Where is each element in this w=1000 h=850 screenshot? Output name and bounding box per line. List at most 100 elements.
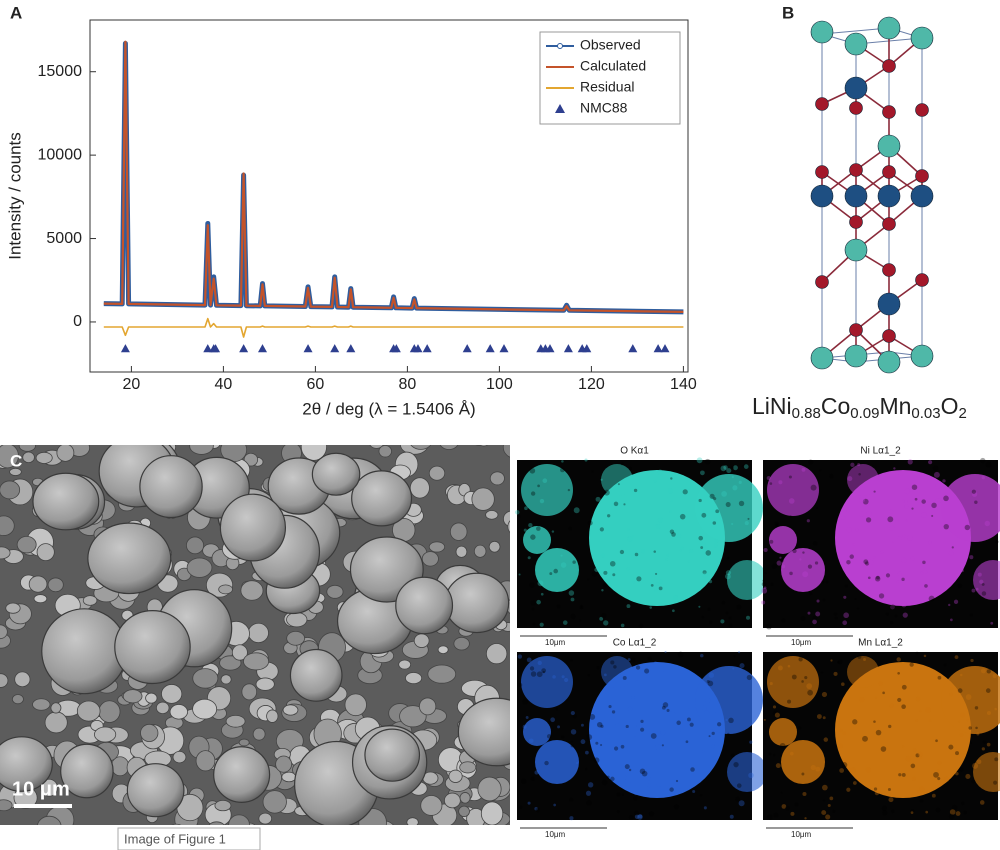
map-noise [893,467,896,470]
map-noise [560,554,563,557]
map-noise [693,764,696,767]
y-tick-label: 0 [73,313,82,330]
atom [815,97,829,111]
map-noise [723,465,728,470]
map-noise [660,729,666,736]
map-noise [741,464,746,468]
small-particle [214,799,232,812]
map-noise [887,787,891,792]
map-noise [849,554,854,559]
map-noise [788,475,792,479]
map-noise [653,661,658,665]
map-blob [695,666,763,734]
small-particle [155,701,170,714]
map-noise [567,488,571,492]
map-noise [919,798,924,803]
map-noise [814,561,819,565]
map-noise [807,689,814,696]
small-particle [266,709,279,723]
map-noise [841,515,846,521]
map-noise [912,748,917,752]
map-noise [882,691,885,695]
map-noise [876,575,880,580]
map-blob [523,718,551,746]
map-noise [864,561,870,566]
map-noise [587,674,590,677]
small-particle [489,471,505,486]
map-noise [874,576,881,582]
map-noise [816,507,819,510]
map-noise [725,718,728,722]
small-particle [428,465,446,481]
map-noise [620,744,625,749]
map-noise [669,509,673,514]
small-particle [219,655,242,671]
map-noise [890,604,895,610]
map-noise [858,696,865,703]
map-noise [616,792,621,797]
map-noise [661,744,664,747]
map-noise [647,656,653,661]
map-noise [713,543,718,548]
map-noise [546,734,552,739]
map-noise [909,489,913,493]
map-noise [579,619,582,622]
map-noise [555,707,559,711]
small-particle [98,700,121,723]
map-noise [898,773,902,777]
map-noise [731,522,734,526]
map-noise [888,797,894,803]
map-noise [640,719,644,724]
map-noise [673,804,680,810]
map-noise [556,604,561,609]
map-noise [640,548,646,554]
legend-box [539,31,681,125]
map-noise [789,751,794,756]
map-blob [589,470,725,606]
map-noise [535,807,540,813]
sem-content [0,445,523,825]
map-blob [847,464,879,496]
map-noise [738,500,745,507]
map-noise [720,465,727,472]
map-noise [527,801,531,805]
small-particle [511,450,523,459]
map-noise [843,595,847,599]
small-particle [32,698,51,711]
map-noise [714,710,717,713]
small-particle [453,636,470,651]
map-noise [536,671,543,678]
map-noise [907,535,913,541]
atom [915,103,929,117]
map-noise [902,534,906,538]
map-noise [897,671,900,675]
map-noise [573,507,580,514]
map-noise [687,717,691,722]
map-noise [636,724,640,728]
map-noise [772,705,777,709]
map-noise [948,813,955,820]
map-noise [777,665,783,671]
map-noise [915,696,921,702]
map-noise [935,498,942,505]
small-particle [192,668,219,689]
map-noise [847,476,853,482]
map-noise [603,570,608,575]
small-particle [427,664,457,684]
map-noise [892,540,895,543]
map-noise [532,622,536,626]
map-noise [599,616,604,621]
legend-swatch [557,43,563,49]
reflection-marker [391,344,401,353]
eds-maps: O Kα1 10μm Ni Lα1_2 10μm Co Lα1_2 10μm Mn Lα1_… [515,446,1000,839]
x-tick-label: 80 [399,376,417,393]
map-noise [669,711,676,718]
map-noise [792,548,797,554]
map-noise [897,536,902,541]
large-particle [32,472,100,531]
map-noise [634,552,639,557]
map-noise [627,706,633,712]
map-noise [622,675,627,680]
y-tick-label: 10000 [38,146,83,163]
